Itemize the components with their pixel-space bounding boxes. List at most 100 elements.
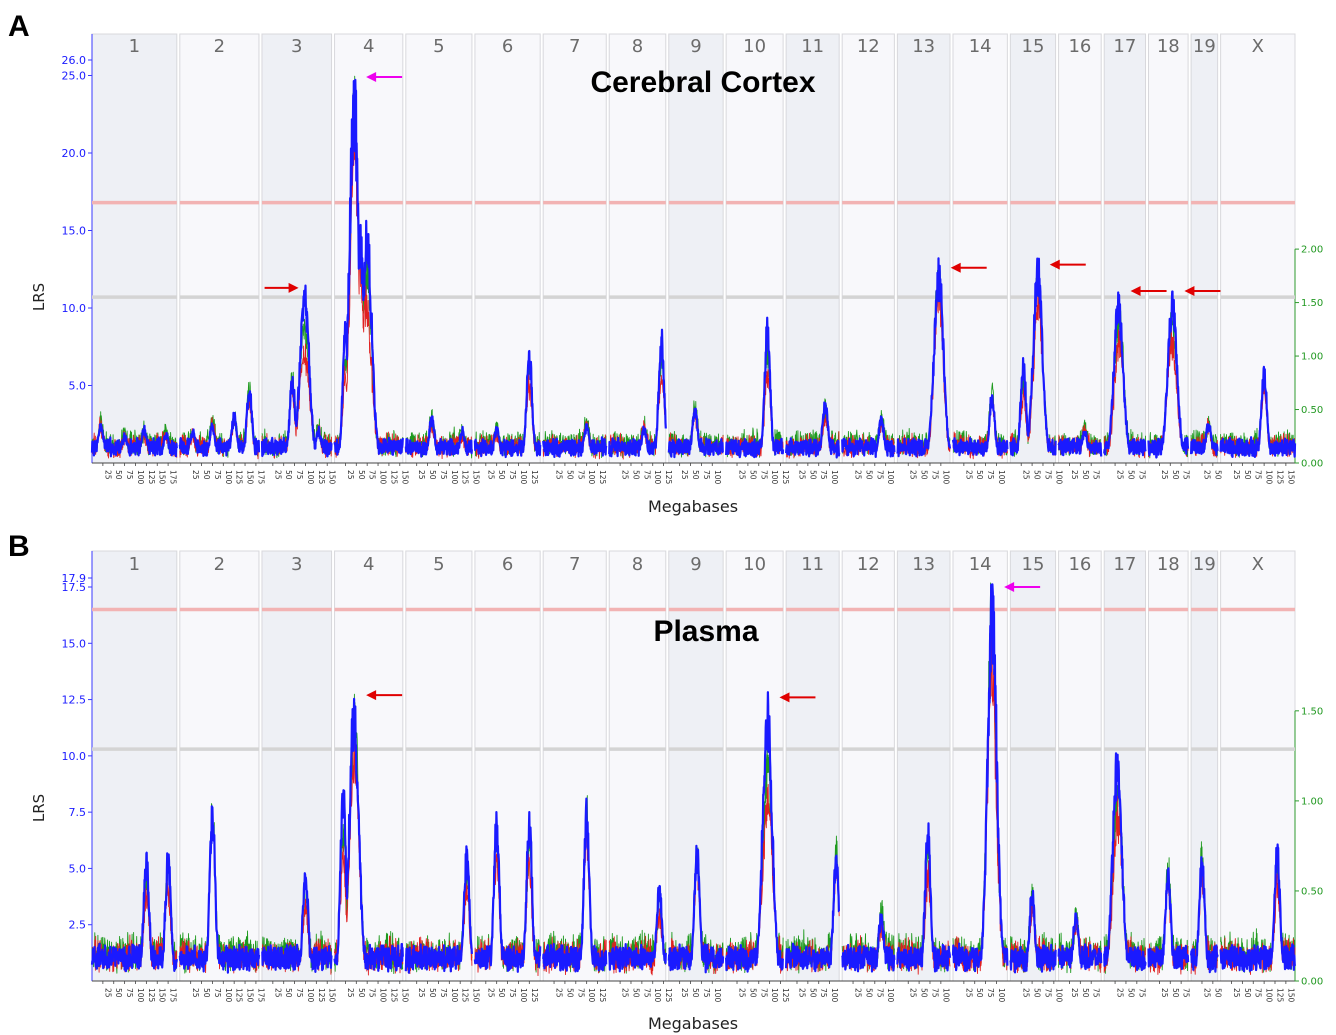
mb-tick-label: 50 [864, 988, 873, 998]
mb-tick-label: 25 [346, 988, 355, 998]
chromosome-label: 19 [1193, 36, 1216, 57]
mb-tick-label: 25 [1022, 988, 1031, 998]
mb-tick-label: 100 [713, 470, 722, 485]
chromosome-label: 14 [969, 554, 992, 575]
mb-tick-label: 25 [273, 470, 282, 480]
mb-tick-label: 25 [191, 470, 200, 480]
mb-tick-label: 125 [461, 470, 470, 485]
y-tick-label: 25.0 [62, 70, 87, 83]
panel-letter: B [8, 530, 30, 563]
mb-tick-label: 25 [621, 988, 630, 998]
annotation-arrowhead [779, 692, 790, 703]
chromosome-band [952, 550, 1008, 982]
mb-tick-label: 75 [576, 470, 585, 480]
blue-trace [404, 415, 473, 458]
mb-tick-label: 100 [997, 988, 1006, 1003]
mb-tick-label: 100 [519, 988, 528, 1003]
mb-tick-label: 75 [125, 988, 134, 998]
mb-tick-label: 50 [1243, 988, 1252, 998]
blue-trace [90, 851, 178, 973]
mb-tick-label: 150 [328, 470, 337, 485]
mb-tick-label: 50 [631, 470, 640, 480]
mb-tick-label: 75 [642, 988, 651, 998]
mb-tick-label: 100 [886, 470, 895, 485]
mb-tick-label: 25 [417, 470, 426, 480]
mb-tick-label: 75 [819, 988, 828, 998]
mb-tick-label: 50 [631, 988, 640, 998]
mb-tick-label: 50 [1033, 470, 1042, 480]
mb-tick-label: 50 [428, 988, 437, 998]
mb-tick-label: 100 [519, 470, 528, 485]
mb-tick-label: 100 [653, 988, 662, 1003]
mb-tick-label: 50 [202, 988, 211, 998]
mb-tick-label: 50 [748, 470, 757, 480]
mb-tick-label: 25 [797, 470, 806, 480]
chromosome-band [785, 33, 840, 464]
chromosome-label: X [1252, 36, 1264, 57]
mb-tick-label: 100 [450, 988, 459, 1003]
mb-tick-label: 150 [472, 470, 481, 485]
blue-trace [178, 805, 261, 974]
mb-tick-label: 100 [224, 988, 233, 1003]
mb-tick-label: 25 [417, 988, 426, 998]
y2-tick-label: 0.00 [1301, 977, 1323, 988]
mb-tick-label: 75 [368, 470, 377, 480]
chromosome-label: 18 [1157, 554, 1180, 575]
mb-tick-label: 50 [864, 470, 873, 480]
chromosome-band [261, 550, 333, 982]
blue-trace [1009, 257, 1057, 457]
mb-tick-label: 75 [1182, 988, 1191, 998]
mb-tick-label: 50 [1081, 470, 1090, 480]
chromosome-band [91, 33, 178, 464]
mb-tick-label: 50 [428, 470, 437, 480]
y-tick-label: 20.0 [62, 147, 87, 160]
mb-tick-label: 150 [1286, 470, 1295, 485]
mb-tick-label: 25 [621, 470, 630, 480]
mb-tick-label: 50 [284, 470, 293, 480]
mb-tick-label: 175 [256, 988, 265, 1003]
chromosome-band [841, 550, 895, 982]
mb-tick-label: 25 [1116, 988, 1125, 998]
chromosome-label: X [1252, 554, 1264, 575]
mb-tick-label: 25 [738, 988, 747, 998]
mb-tick-label: 100 [379, 988, 388, 1003]
chromosome-band [668, 33, 724, 464]
blue-trace [260, 284, 333, 458]
blue-trace [1057, 912, 1103, 971]
mb-tick-label: 75 [576, 988, 585, 998]
y-tick-label: 26.0 [62, 54, 87, 67]
mb-tick-label: 125 [389, 988, 398, 1003]
mb-tick-label: 50 [920, 988, 929, 998]
mb-tick-label: 75 [508, 470, 517, 480]
mb-tick-label: 75 [368, 988, 377, 998]
mb-tick-label: 150 [158, 988, 167, 1003]
mb-tick-label: 50 [1243, 470, 1252, 480]
mb-tick-label: 100 [136, 988, 145, 1003]
mb-tick-label: 150 [158, 470, 167, 485]
chromosome-label: 11 [801, 554, 824, 575]
mb-tick-label: 100 [1265, 470, 1274, 485]
mb-tick-label: 25 [738, 470, 747, 480]
mb-tick-label: 50 [808, 470, 817, 480]
y-tick-label: 10.0 [62, 750, 87, 763]
mb-tick-label: 50 [284, 988, 293, 998]
y2-tick-label: 0.50 [1301, 405, 1323, 416]
chromosome-band [785, 550, 840, 982]
chromosome-band [1148, 33, 1189, 464]
mb-tick-label: 75 [930, 470, 939, 480]
blue-trace [404, 845, 473, 974]
chromosome-band [725, 550, 784, 982]
chromosome-band [841, 33, 895, 464]
chromosome-label: 18 [1157, 36, 1180, 57]
mb-tick-label: 100 [306, 470, 315, 485]
y-tick-label: 2.5 [69, 919, 87, 932]
mb-tick-label: 25 [964, 988, 973, 998]
mb-tick-label: 150 [400, 988, 409, 1003]
mb-tick-label: 50 [808, 988, 817, 998]
x-axis-label: Megabases [648, 1014, 738, 1033]
mb-tick-label: 50 [1033, 988, 1042, 998]
mb-tick-label: 125 [781, 470, 790, 485]
blue-trace [785, 401, 841, 459]
mb-tick-label: 50 [202, 470, 211, 480]
mb-tick-label: 50 [114, 988, 123, 998]
